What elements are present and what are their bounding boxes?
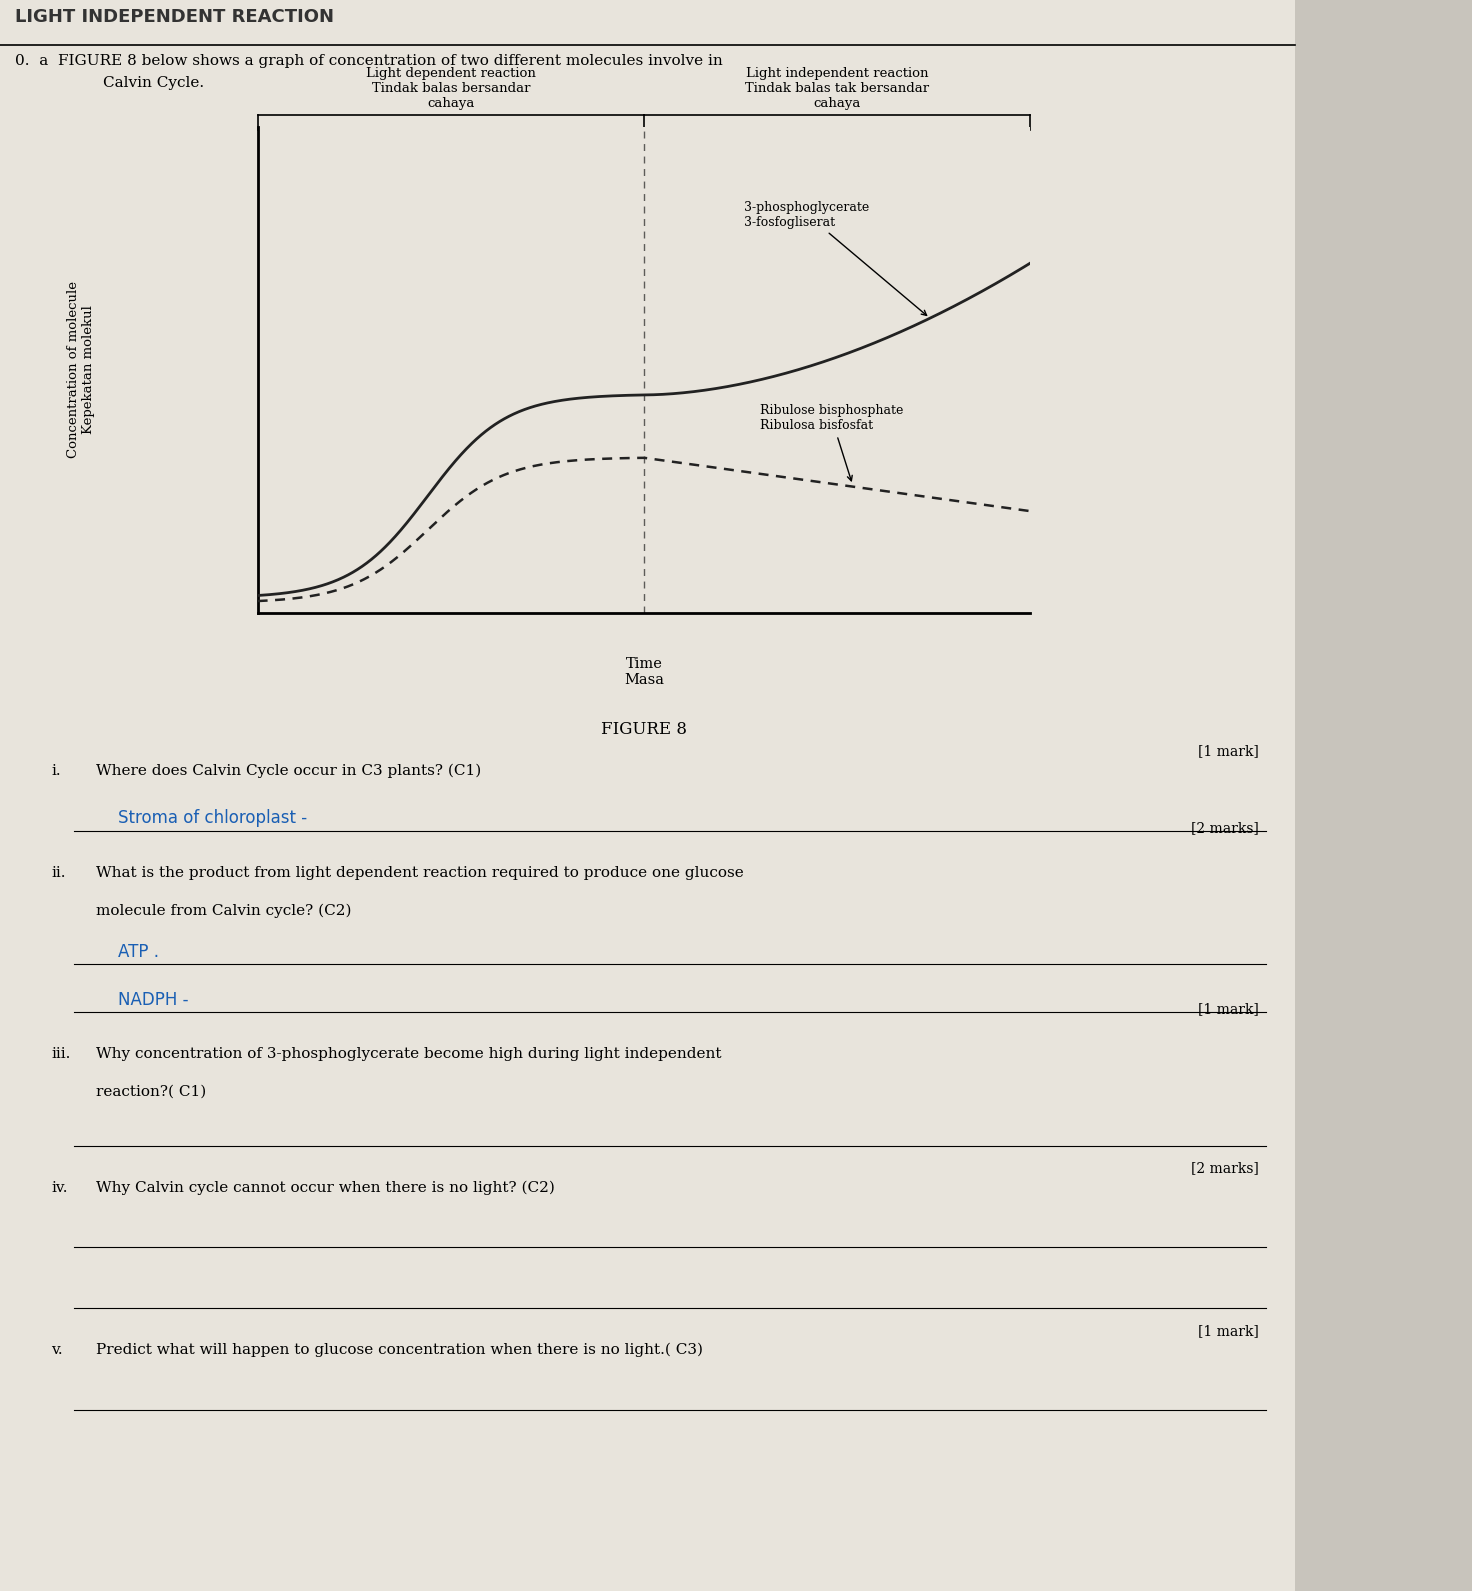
Point — [634, 105, 652, 124]
Text: molecule from Calvin cycle? (C2): molecule from Calvin cycle? (C2) — [96, 904, 352, 918]
Point — [1022, 105, 1039, 124]
Text: [2 marks]: [2 marks] — [1191, 1161, 1259, 1176]
Text: i.: i. — [52, 764, 62, 778]
Text: [2 marks]: [2 marks] — [1191, 821, 1259, 835]
Point — [634, 121, 652, 140]
Point — [1022, 121, 1039, 140]
Point — [634, 105, 652, 124]
Point — [1022, 105, 1039, 124]
Text: LIGHT INDEPENDENT REACTION: LIGHT INDEPENDENT REACTION — [15, 8, 334, 25]
Text: Why Calvin cycle cannot occur when there is no light? (C2): Why Calvin cycle cannot occur when there… — [96, 1181, 555, 1195]
Point — [634, 105, 652, 124]
Text: FIGURE 8: FIGURE 8 — [601, 721, 687, 738]
Text: 3-phosphoglycerate
3-fosfogliserat: 3-phosphoglycerate 3-fosfogliserat — [745, 200, 926, 315]
Text: [1 mark]: [1 mark] — [1198, 745, 1259, 759]
Text: Why concentration of 3-phosphoglycerate become high during light independent: Why concentration of 3-phosphoglycerate … — [96, 1047, 721, 1061]
Text: iii.: iii. — [52, 1047, 71, 1061]
Text: Time
Masa: Time Masa — [624, 657, 664, 687]
Point — [249, 105, 266, 124]
Text: Ribulose bisphosphate
Ribulosa bisfosfat: Ribulose bisphosphate Ribulosa bisfosfat — [760, 404, 904, 480]
Text: [1 mark]: [1 mark] — [1198, 1324, 1259, 1338]
Text: Calvin Cycle.: Calvin Cycle. — [103, 76, 205, 91]
Text: reaction?( C1): reaction?( C1) — [96, 1085, 206, 1099]
Text: ATP .: ATP . — [118, 943, 159, 961]
Text: Light dependent reaction
Tindak balas bersandar
cahaya: Light dependent reaction Tindak balas be… — [367, 67, 536, 110]
Text: Light independent reaction
Tindak balas tak bersandar
cahaya: Light independent reaction Tindak balas … — [745, 67, 929, 110]
Text: iv.: iv. — [52, 1181, 68, 1195]
Text: [1 mark]: [1 mark] — [1198, 1002, 1259, 1017]
Text: Predict what will happen to glucose concentration when there is no light.( C3): Predict what will happen to glucose conc… — [96, 1343, 702, 1357]
Point — [249, 105, 266, 124]
Text: What is the product from light dependent reaction required to produce one glucos: What is the product from light dependent… — [96, 866, 743, 880]
Text: Where does Calvin Cycle occur in C3 plants? (C1): Where does Calvin Cycle occur in C3 plan… — [96, 764, 481, 778]
Point — [249, 121, 266, 140]
Text: v.: v. — [52, 1343, 63, 1357]
Text: Stroma of chloroplast -: Stroma of chloroplast - — [118, 810, 306, 827]
Text: 0.  a  FIGURE 8 below shows a graph of concentration of two different molecules : 0. a FIGURE 8 below shows a graph of con… — [15, 54, 723, 68]
Text: Concentration of molecule
Kepekatan molekul: Concentration of molecule Kepekatan mole… — [66, 282, 96, 458]
Text: NADPH -: NADPH - — [118, 991, 188, 1009]
Text: ii.: ii. — [52, 866, 66, 880]
